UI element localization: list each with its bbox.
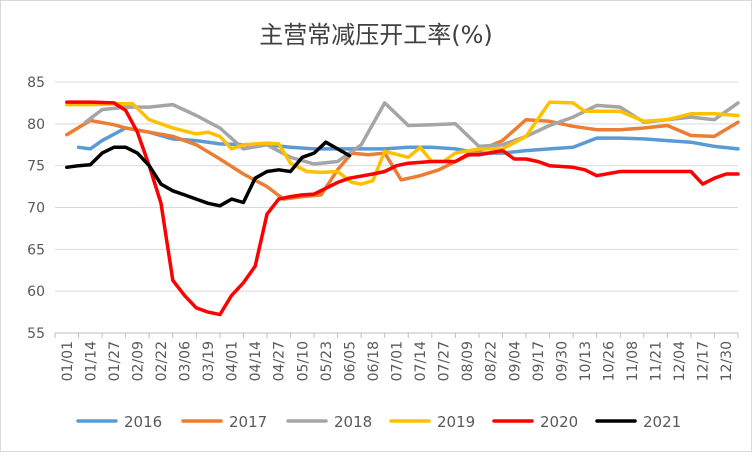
x-tick-label: 07/14	[413, 341, 429, 381]
x-tick-label: 05/23	[319, 341, 335, 381]
x-tick-label: 07/27	[437, 341, 453, 381]
x-tick-label: 09/04	[507, 341, 523, 381]
y-tick-label: 75	[27, 159, 45, 175]
x-tick-label: 08/09	[460, 341, 476, 381]
y-tick-label: 55	[27, 326, 45, 342]
y-tick-label: 70	[27, 201, 45, 217]
y-axis: 55 60 65 70 75 80 85	[27, 75, 45, 342]
x-tick-label: 01/01	[60, 341, 76, 381]
x-tick-label: 07/01	[390, 341, 406, 381]
x-tick-label: 12/04	[672, 341, 688, 381]
x-tick-label: 12/17	[696, 341, 712, 381]
x-tick-label: 10/13	[578, 341, 594, 381]
x-tick-label: 10/26	[601, 341, 617, 381]
x-tick-label: 03/06	[178, 341, 194, 381]
x-tick-label: 04/14	[248, 341, 264, 381]
series-lines	[65, 100, 740, 317]
legend: 2016 2017 2018 2019 2020 2021	[76, 413, 681, 431]
x-tick-label: 01/14	[83, 341, 99, 381]
legend-label: 2016	[124, 413, 162, 431]
x-tick-label: 11/21	[649, 341, 665, 381]
x-axis: 01/01 01/14 01/27 02/09 02/22 03/06 03/19 04/01…	[54, 332, 739, 381]
y-tick-label: 85	[27, 75, 45, 91]
series-line-2018	[83, 101, 740, 166]
legend-label: 2019	[437, 413, 475, 431]
x-tick-label: 04/01	[225, 341, 241, 381]
x-tick-label: 02/09	[130, 341, 146, 381]
x-tick-label: 06/05	[342, 341, 358, 381]
legend-label: 2018	[334, 413, 372, 431]
x-tick-label: 05/10	[295, 341, 311, 381]
legend-label: 2017	[229, 413, 267, 431]
x-tick-label: 11/08	[625, 341, 641, 381]
series-line-2016	[76, 126, 740, 155]
x-tick-label: 09/17	[531, 341, 547, 381]
series-line-2020	[65, 100, 740, 317]
x-tick-label: 08/22	[484, 341, 500, 381]
x-tick-label: 09/30	[554, 341, 570, 381]
x-tick-label: 12/30	[719, 341, 735, 381]
chart-title: 主营常减压开工率(%)	[259, 21, 493, 49]
legend-label: 2021	[643, 413, 681, 431]
x-tick-label: 04/27	[272, 341, 288, 381]
x-tick-label: 01/27	[107, 341, 123, 381]
series-line-2021	[65, 140, 352, 208]
legend-label: 2020	[540, 413, 578, 431]
x-tick-label: 03/19	[201, 341, 217, 381]
x-tick-label: 02/22	[154, 341, 170, 381]
y-tick-label: 65	[27, 242, 45, 258]
x-tick-label: 06/18	[366, 341, 382, 381]
y-tick-label: 80	[27, 117, 45, 133]
y-tick-label: 60	[27, 284, 45, 300]
series-line-2019	[65, 100, 740, 186]
